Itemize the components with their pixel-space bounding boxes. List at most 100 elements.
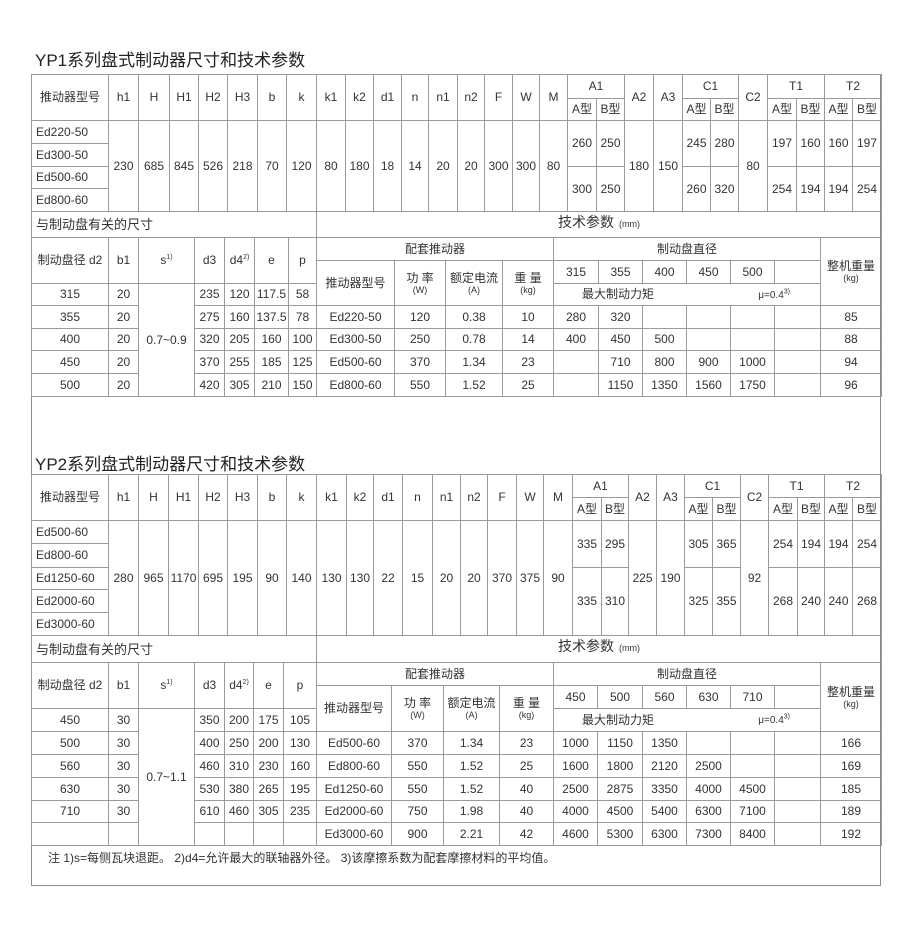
disc-row-b1 [108, 822, 139, 846]
disc-row-value: 200 [253, 731, 284, 755]
footnote-ref: 1) [166, 679, 173, 686]
actuator-row-current: 1.98 [443, 800, 500, 823]
cell-text: W [520, 90, 532, 104]
cell-text: 137.5 [256, 309, 287, 324]
dimension-value: 20 [457, 120, 485, 212]
actuator-row-total: 88 [820, 328, 882, 351]
header-7: k [286, 74, 317, 121]
cell-text: 230 [258, 758, 279, 773]
cell-text: k2 [353, 90, 366, 104]
actuator-row-weight: 10 [502, 305, 554, 329]
cell-text: 重 量 [514, 270, 542, 285]
t1-type-a: A型 [768, 497, 798, 521]
t1-header: T1 [767, 74, 825, 99]
cell-text: A型 [686, 102, 707, 116]
disc-row-value: 100 [288, 328, 317, 351]
actuator-row-model: Ed1250-60 [316, 777, 392, 801]
disc-row-value: 137.5 [254, 305, 289, 329]
cell-text: p [299, 253, 306, 267]
torque-value: 4000 [686, 777, 731, 801]
cell-text: 制动盘直径 [656, 241, 717, 256]
disc-row-value: 370 [194, 350, 225, 374]
cell-text: 190 [660, 570, 681, 585]
header-9: k2 [346, 474, 374, 521]
t1-type-b: B型 [797, 497, 825, 521]
disc-row-b1: 20 [108, 305, 139, 329]
cell-text: 845 [173, 158, 195, 173]
cell-text: b1 [116, 253, 131, 267]
cell-text: T1 [788, 79, 803, 93]
a1-type-a: A型 [572, 497, 602, 521]
header-1: h1 [108, 74, 139, 121]
cell-text: A型 [688, 501, 709, 516]
c1-type-a: A型 [682, 98, 711, 121]
dimension-value: 195 [227, 520, 258, 636]
actuator-row-total: 189 [820, 800, 882, 823]
cell-text: 15 [410, 570, 425, 585]
cell-text: 526 [202, 158, 224, 173]
actuator-row-current: 2.21 [443, 822, 500, 846]
cell-text: 250 [600, 181, 621, 196]
model-row: Ed3000-60 [31, 612, 109, 636]
dimension-value: 140 [286, 520, 317, 636]
disc-row-value: 160 [254, 328, 289, 351]
cell-text: 96 [844, 377, 858, 392]
cell-text: 105 [289, 712, 311, 727]
torque-value: 8400 [730, 822, 775, 846]
actuator-row-weight: 23 [502, 350, 554, 374]
cell-text: 254 [856, 181, 878, 196]
A2-header: A2 [624, 74, 654, 121]
torque-value: 1350 [642, 731, 687, 755]
footnote-ref: 3) [783, 713, 790, 721]
cell-text: 120 [291, 158, 312, 173]
cell-text: 189 [840, 804, 862, 818]
torque-value [774, 800, 821, 823]
cell-text: 20 [116, 354, 131, 369]
torque-value: 6300 [686, 800, 731, 823]
cell-text: 610 [199, 804, 220, 818]
cell-text: 195 [289, 781, 311, 796]
cell-text: 2500 [695, 758, 722, 773]
cell-text: Ed500-60 [36, 170, 89, 184]
dimension-value: 965 [138, 520, 169, 636]
cell-text: 400 [59, 332, 81, 346]
cell-text: Ed2000-60 [324, 804, 384, 818]
cell-text: 150 [657, 158, 679, 173]
cell-text: 80 [746, 158, 760, 173]
cell-text: 42 [519, 826, 534, 841]
cell-text: F [494, 90, 503, 104]
cell-text: k2 [353, 490, 367, 504]
t2-value: 194 [824, 520, 853, 568]
header-7: k [286, 474, 317, 521]
dimension-value: 280 [108, 520, 139, 636]
cell-text: 25 [519, 758, 534, 773]
footnote-ref: 2) [243, 254, 250, 261]
cell-text: 7300 [695, 826, 722, 841]
dimension-value: 90 [543, 520, 573, 636]
torque-value [774, 373, 821, 397]
cell-text: 180 [628, 158, 650, 173]
disc-diameter-label: 制动盘直径 [553, 237, 821, 261]
t2-value: 197 [852, 120, 882, 167]
header-5: H3 [227, 474, 258, 521]
header-12: n1 [428, 74, 458, 121]
diameter-value [774, 260, 821, 284]
cell-text: 800 [654, 354, 675, 369]
cell-text: 250 [228, 735, 250, 750]
cell-text: 305 [688, 536, 709, 551]
actuator-row-current: 1.52 [443, 754, 500, 778]
cell-text: 320 [610, 309, 631, 324]
torque-value: 7300 [686, 822, 731, 846]
cell-text: A型 [576, 501, 597, 516]
cell-text: 260 [686, 181, 707, 196]
cell-text: d42) [230, 254, 250, 267]
cell-text: 80 [546, 158, 561, 173]
cell-text: 300 [515, 158, 537, 173]
cell-text: (W) [412, 284, 428, 295]
cell-text: 90 [551, 570, 565, 585]
actuator-row-power: 550 [391, 754, 444, 778]
cell-text: 295 [604, 536, 626, 551]
torque-value: 1560 [686, 373, 731, 397]
cell-text: 166 [840, 735, 862, 750]
header-3: H1 [169, 74, 199, 121]
